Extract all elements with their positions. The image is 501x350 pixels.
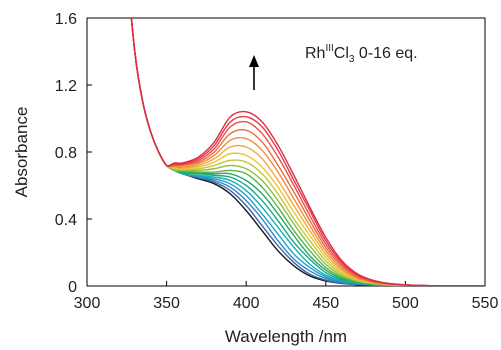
x-tick-label: 450	[312, 295, 339, 312]
series-line-16	[130, 18, 485, 286]
series-line-6	[130, 18, 485, 286]
series-line-10	[130, 18, 485, 286]
series-line-11	[130, 18, 485, 286]
series-line-8	[130, 18, 485, 286]
annotation-superscript: III	[325, 43, 333, 54]
series-line-7	[130, 18, 485, 286]
annotation-mid: Cl	[334, 45, 349, 62]
y-axis-ticks: 0 0.4 0.8 1.2 1.6	[55, 11, 92, 296]
y-tick-label: 1.6	[55, 11, 77, 28]
series-line-14	[130, 18, 485, 286]
series-line-3	[130, 18, 485, 286]
x-tick-label: 400	[233, 295, 260, 312]
arrow-up-icon	[249, 55, 259, 90]
x-axis-ticks: 300 350 400 450 500 550	[74, 281, 499, 312]
annotation-base: Rh	[305, 45, 325, 62]
y-tick-label: 0.8	[55, 145, 77, 162]
x-tick-label: 500	[392, 295, 419, 312]
annotation-subscript: 3	[349, 54, 355, 65]
x-tick-label: 550	[472, 295, 499, 312]
plot-area-frame	[86, 17, 486, 287]
series-line-1	[130, 18, 485, 286]
annotation-label: RhIIICl3 0-16 eq.	[305, 43, 418, 65]
series-line-4	[130, 18, 485, 286]
x-tick-label: 350	[153, 295, 180, 312]
y-tick-label: 0	[68, 279, 77, 296]
y-tick-label: 0.4	[55, 212, 77, 229]
x-tick-label: 300	[74, 295, 101, 312]
annotation-tail: 0-16 eq.	[354, 45, 417, 62]
x-axis-title: Wavelength /nm	[225, 327, 347, 346]
y-tick-label: 1.2	[55, 78, 77, 95]
series-line-0	[130, 18, 485, 286]
series-line-12	[130, 18, 485, 286]
series-line-9	[130, 18, 485, 286]
series-line-15	[130, 18, 485, 286]
series-line-13	[130, 18, 485, 286]
y-axis-title: Absorbance	[12, 107, 31, 198]
series-line-2	[130, 18, 485, 286]
series-line-5	[130, 18, 485, 286]
series-lines	[130, 18, 485, 286]
